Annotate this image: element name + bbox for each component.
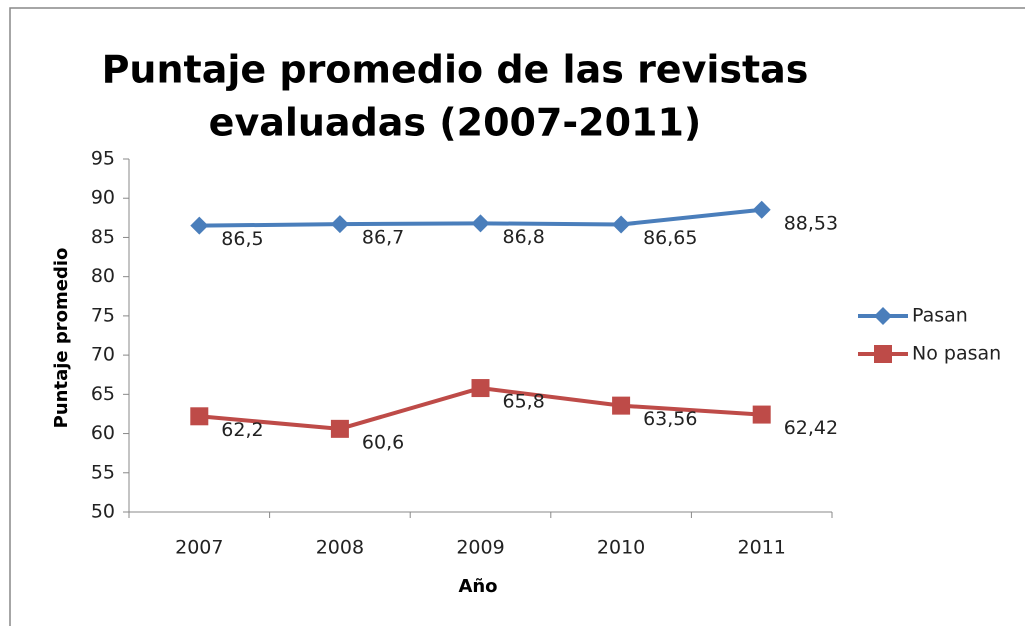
data-label: 86,65 — [643, 227, 697, 249]
x-tick-label: 2009 — [456, 537, 504, 559]
y-tick-label: 55 — [91, 461, 115, 483]
y-tick-label: 65 — [91, 383, 115, 405]
marker — [612, 215, 631, 234]
data-label: 86,8 — [503, 226, 545, 248]
y-tick-label: 50 — [91, 501, 115, 523]
marker — [612, 396, 631, 415]
x-tick-label: 2010 — [597, 537, 645, 559]
y-tick-label: 60 — [91, 422, 115, 444]
chart-title: evaluadas (2007-2011) — [209, 101, 702, 145]
chart-title: Puntaje promedio de las revistas — [102, 48, 809, 92]
marker — [874, 307, 892, 325]
data-label: 86,5 — [221, 228, 263, 250]
data-label: 60,6 — [362, 431, 404, 453]
data-label: 86,7 — [362, 227, 404, 249]
data-label: 62,42 — [784, 417, 838, 439]
marker — [190, 407, 209, 426]
y-tick-label: 75 — [91, 304, 115, 326]
data-label: 62,2 — [221, 419, 263, 441]
marker — [752, 405, 771, 424]
data-label: 65,8 — [503, 391, 545, 413]
marker — [874, 345, 892, 363]
y-axis-title: Puntaje promedio — [51, 248, 72, 429]
marker — [752, 200, 771, 219]
x-tick-label: 2008 — [316, 537, 364, 559]
marker — [471, 379, 490, 398]
x-axis-title: Año — [458, 576, 497, 597]
legend-label: Pasan — [912, 305, 968, 327]
x-tick-label: 2007 — [175, 537, 223, 559]
y-tick-label: 70 — [91, 344, 115, 366]
marker — [330, 215, 349, 234]
marker — [471, 214, 490, 233]
y-tick-label: 95 — [91, 148, 115, 170]
y-tick-label: 85 — [91, 226, 115, 248]
data-label: 88,53 — [784, 212, 838, 234]
legend-label: No pasan — [912, 343, 1001, 365]
y-tick-label: 90 — [91, 187, 115, 209]
data-label: 63,56 — [643, 408, 697, 430]
x-tick-label: 2011 — [738, 537, 786, 559]
marker — [190, 216, 209, 235]
y-tick-label: 80 — [91, 265, 115, 287]
frame — [9, 7, 1025, 626]
marker — [330, 419, 349, 438]
